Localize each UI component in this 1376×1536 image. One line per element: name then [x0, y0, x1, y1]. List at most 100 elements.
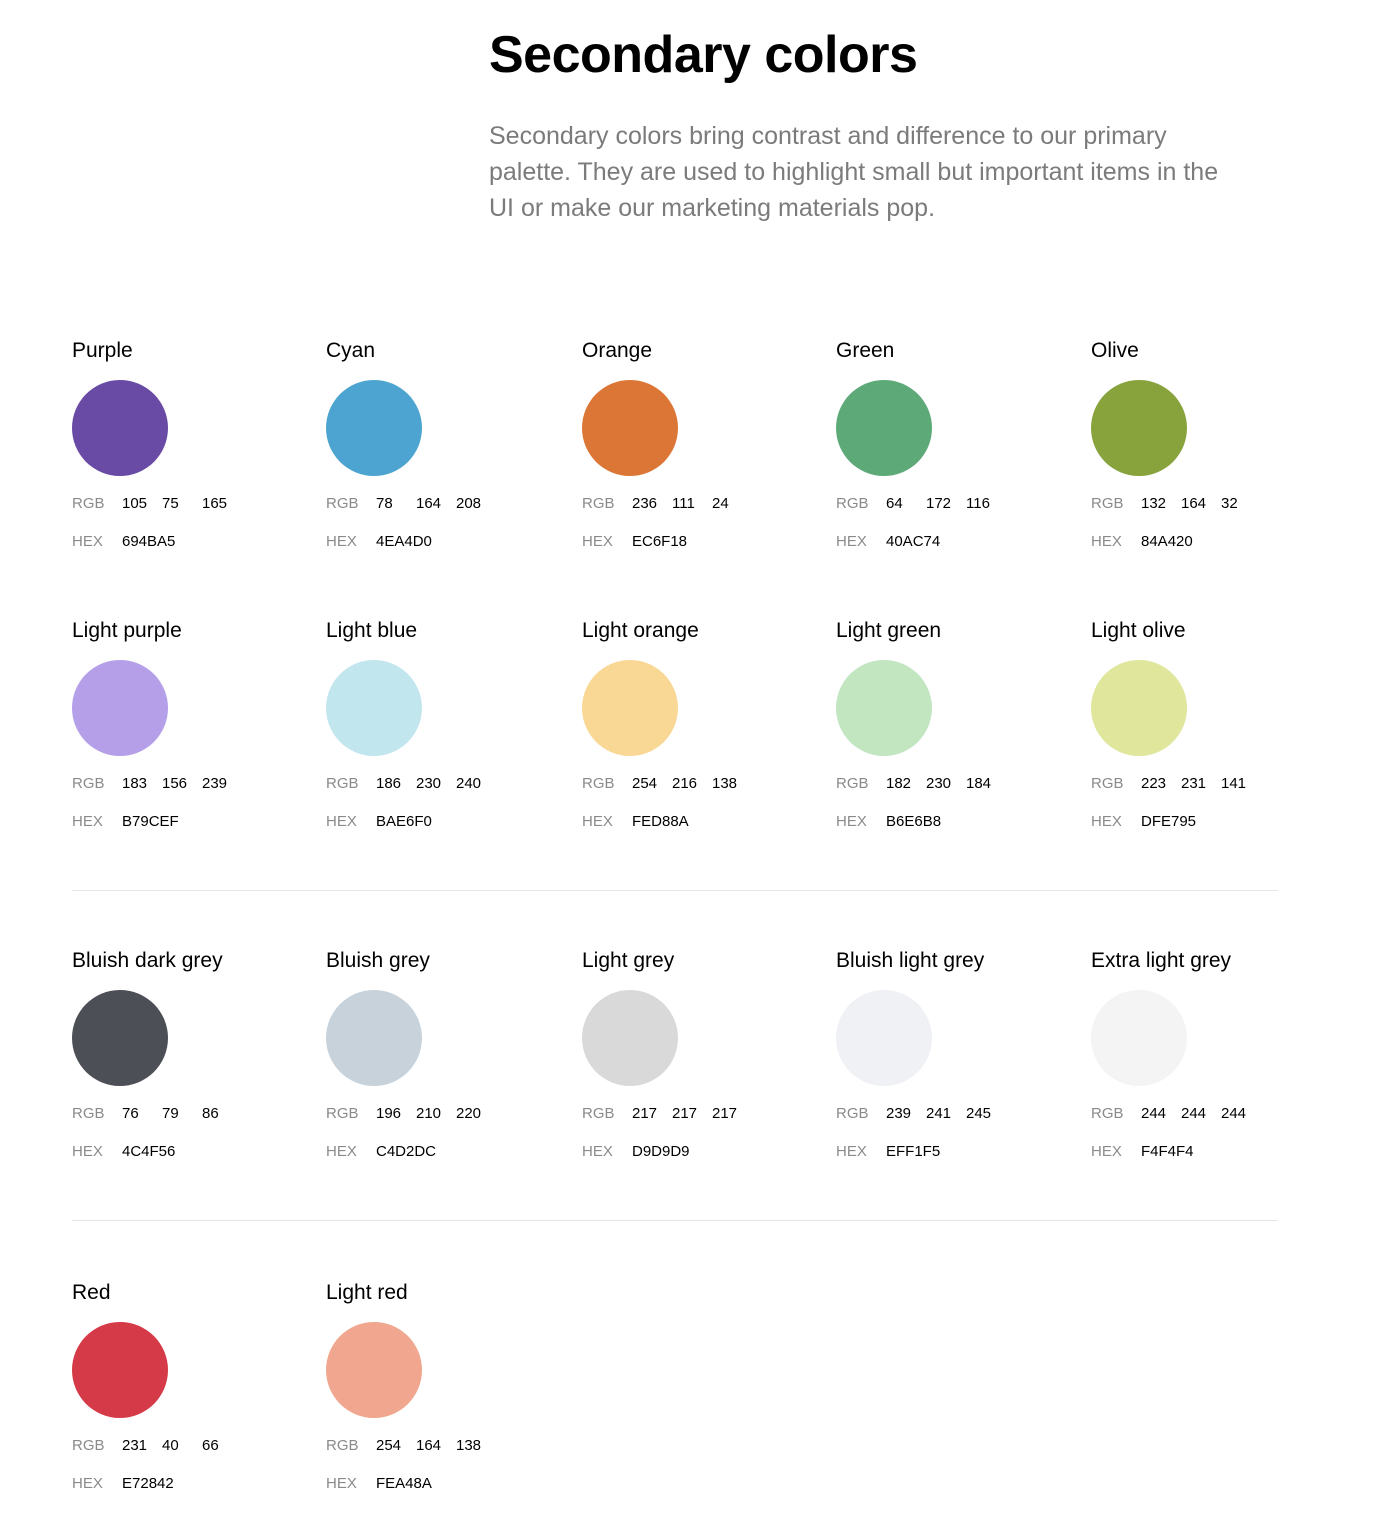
hex-row: HEX FED88A — [582, 812, 822, 832]
hex-label: HEX — [72, 813, 103, 830]
hex-row: HEX 4EA4D0 — [326, 532, 566, 552]
rgb-row: RGB 223 231 141 — [1091, 774, 1331, 794]
hex-row: HEX EFF1F5 — [836, 1142, 1076, 1162]
rgb-green-value: 172 — [926, 495, 952, 512]
hex-label: HEX — [836, 1143, 867, 1160]
rgb-label: RGB — [582, 775, 615, 792]
rgb-label: RGB — [582, 1105, 615, 1122]
rgb-label: RGB — [326, 1437, 359, 1454]
rgb-red-value: 105 — [122, 495, 148, 512]
rgb-red-value: 182 — [886, 775, 912, 792]
hex-value: FEA48A — [376, 1475, 432, 1492]
color-circle — [72, 990, 168, 1086]
hex-row: HEX 84A420 — [1091, 532, 1331, 552]
rgb-blue-value: 116 — [966, 495, 990, 512]
color-swatch: Orange RGB 236 111 24 HEX EC6F18 — [582, 338, 822, 552]
rgb-row: RGB 186 230 240 — [326, 774, 566, 794]
hex-label: HEX — [582, 533, 613, 550]
color-swatch: Light grey RGB 217 217 217 HEX D9D9D9 — [582, 948, 822, 1162]
rgb-green-value: 210 — [416, 1105, 442, 1122]
color-name: Orange — [582, 339, 653, 362]
color-circle — [582, 660, 678, 756]
hex-label: HEX — [326, 533, 357, 550]
color-name: Red — [72, 1281, 111, 1304]
rgb-blue-value: 239 — [202, 775, 228, 792]
rgb-blue-value: 184 — [966, 775, 992, 792]
rgb-green-value: 111 — [672, 495, 695, 512]
color-name: Extra light grey — [1091, 949, 1232, 972]
color-swatch: Light blue RGB 186 230 240 HEX BAE6F0 — [326, 618, 566, 832]
rgb-green-value: 164 — [416, 1437, 442, 1454]
hex-label: HEX — [326, 1475, 357, 1492]
section-divider — [72, 890, 1278, 891]
color-circle — [326, 660, 422, 756]
rgb-blue-value: 138 — [456, 1437, 482, 1454]
hex-row: HEX 4C4F56 — [72, 1142, 312, 1162]
hex-row: HEX D9D9D9 — [582, 1142, 822, 1162]
rgb-red-value: 254 — [632, 775, 658, 792]
hex-label: HEX — [1091, 1143, 1122, 1160]
rgb-red-value: 78 — [376, 495, 393, 512]
hex-row: HEX E72842 — [72, 1474, 312, 1494]
hex-label: HEX — [326, 813, 357, 830]
hex-label: HEX — [1091, 813, 1122, 830]
hex-value: C4D2DC — [376, 1143, 437, 1160]
rgb-label: RGB — [582, 495, 615, 512]
color-circle — [326, 1322, 422, 1418]
rgb-blue-value: 86 — [202, 1105, 219, 1122]
hex-row: HEX 40AC74 — [836, 532, 1076, 552]
color-swatch: Extra light grey RGB 244 244 244 HEX F4F4F4 — [1091, 948, 1331, 1162]
color-circle — [836, 660, 932, 756]
hex-label: HEX — [72, 1143, 103, 1160]
color-name: Light blue — [326, 619, 418, 642]
rgb-row: RGB 76 79 86 — [72, 1104, 312, 1124]
color-swatch: Light olive RGB 223 231 141 HEX DFE795 — [1091, 618, 1331, 832]
rgb-blue-value: 32 — [1221, 495, 1238, 512]
rgb-red-value: 236 — [632, 495, 658, 512]
rgb-row: RGB 64 172 116 — [836, 494, 1076, 514]
hex-row: HEX F4F4F4 — [1091, 1142, 1331, 1162]
rgb-red-value: 223 — [1141, 775, 1167, 792]
rgb-red-value: 64 — [886, 495, 903, 512]
color-circle — [582, 990, 678, 1086]
color-name: Bluish light grey — [836, 949, 985, 972]
page-description: Secondary colors bring contrast and diff… — [489, 122, 1219, 222]
hex-row: HEX 694BA5 — [72, 532, 312, 552]
hex-label: HEX — [582, 1143, 613, 1160]
rgb-blue-value: 245 — [966, 1105, 992, 1122]
color-circle — [326, 990, 422, 1086]
hex-row: HEX B79CEF — [72, 812, 312, 832]
color-swatch: Light green RGB 182 230 184 HEX B6E6B8 — [836, 618, 1076, 832]
rgb-label: RGB — [836, 775, 869, 792]
hex-value: EC6F18 — [632, 533, 688, 550]
color-name: Purple — [72, 339, 133, 362]
rgb-label: RGB — [1091, 495, 1124, 512]
color-swatch: Light orange RGB 254 216 138 HEX FED88A — [582, 618, 822, 832]
rgb-label: RGB — [326, 495, 359, 512]
hex-value: 40AC74 — [886, 533, 941, 550]
color-swatch: Green RGB 64 172 116 HEX 40AC74 — [836, 338, 1076, 552]
rgb-green-value: 164 — [416, 495, 442, 512]
rgb-green-value: 230 — [416, 775, 442, 792]
rgb-red-value: 254 — [376, 1437, 402, 1454]
rgb-red-value: 244 — [1141, 1105, 1167, 1122]
rgb-green-value: 217 — [672, 1105, 698, 1122]
rgb-row: RGB 196 210 220 — [326, 1104, 566, 1124]
rgb-label: RGB — [72, 1437, 105, 1454]
hex-value: BAE6F0 — [376, 813, 432, 830]
rgb-blue-value: 208 — [456, 495, 482, 512]
rgb-row: RGB 105 75 165 — [72, 494, 312, 514]
page-title: Secondary colors — [489, 26, 918, 84]
hex-value: FED88A — [632, 813, 689, 830]
hex-value: D9D9D9 — [632, 1143, 690, 1160]
color-swatch: Cyan RGB 78 164 208 HEX 4EA4D0 — [326, 338, 566, 552]
hex-row: HEX EC6F18 — [582, 532, 822, 552]
color-swatch: Light red RGB 254 164 138 HEX FEA48A — [326, 1280, 566, 1494]
color-circle — [1091, 990, 1187, 1086]
hex-value: E72842 — [122, 1475, 174, 1492]
color-name: Bluish dark grey — [72, 949, 223, 972]
rgb-blue-value: 24 — [712, 495, 729, 512]
rgb-green-value: 241 — [926, 1105, 952, 1122]
rgb-label: RGB — [326, 775, 359, 792]
hex-row: HEX DFE795 — [1091, 812, 1331, 832]
